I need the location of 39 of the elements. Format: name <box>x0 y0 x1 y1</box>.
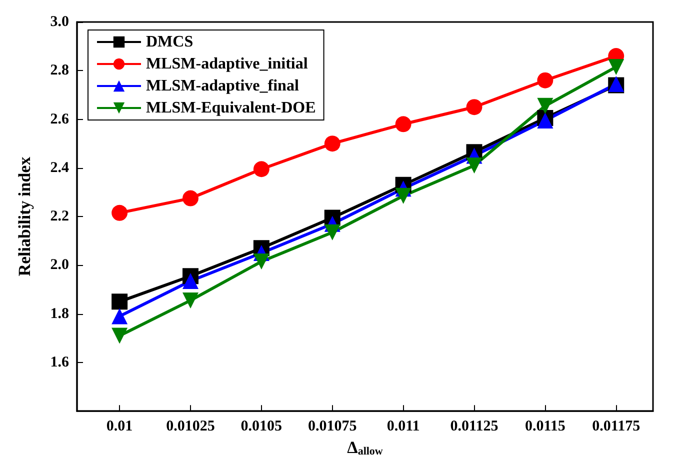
point <box>112 294 128 310</box>
y-tick-label: 1.8 <box>50 306 69 322</box>
point <box>324 136 340 152</box>
x-tick-label: 0.01075 <box>308 418 357 435</box>
x-tick-label: 0.0105 <box>240 418 282 435</box>
point <box>395 188 412 204</box>
x-tick-label: 0.0115 <box>524 418 566 435</box>
x-tick-label: 0.01175 <box>592 418 640 435</box>
y-tick-label: 2.8 <box>50 62 69 79</box>
y-axis-title: Reliability index <box>15 156 34 276</box>
point <box>395 116 412 132</box>
x-tick-label: 0.01125 <box>450 418 498 435</box>
y-tick-label: 2.4 <box>50 160 70 176</box>
x-tick-label: 0.01025 <box>166 418 215 435</box>
point <box>537 98 554 114</box>
point <box>182 272 198 289</box>
y-tick-label: 2.2 <box>50 208 69 225</box>
legend-label: DMCS <box>146 34 194 50</box>
x-tick-label: 0.01 <box>106 418 133 435</box>
legend-label: MLSM-adaptive_initial <box>146 56 308 72</box>
y-tick-label: 2.0 <box>50 257 69 274</box>
x-tick-label: 0.011 <box>386 418 420 435</box>
point <box>253 161 270 178</box>
point <box>182 292 198 308</box>
point <box>608 58 624 75</box>
point <box>537 72 554 88</box>
point <box>112 308 128 324</box>
point <box>112 204 128 221</box>
point <box>466 157 482 174</box>
point <box>253 254 270 270</box>
y-tick-label: 2.6 <box>50 111 70 128</box>
point <box>324 224 340 240</box>
y-tick-label: 1.6 <box>50 354 70 370</box>
y-tick-label: 3.0 <box>50 14 69 30</box>
point <box>466 99 482 116</box>
point <box>182 190 198 206</box>
legend-label: MLSM-adaptive_final <box>146 78 300 94</box>
point <box>112 328 128 344</box>
legend-label: MLSM-Equivalent-DOE <box>146 100 316 116</box>
